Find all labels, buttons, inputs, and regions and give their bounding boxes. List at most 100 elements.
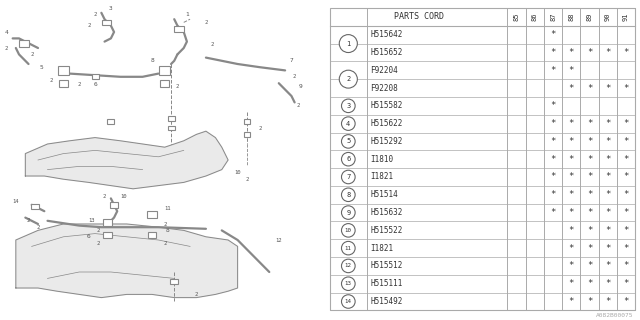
Text: 6: 6	[93, 82, 97, 87]
Circle shape	[342, 117, 355, 130]
Text: *: *	[587, 261, 592, 270]
Circle shape	[342, 152, 355, 166]
Text: 8: 8	[346, 192, 351, 198]
Text: 2: 2	[258, 125, 261, 131]
Text: *: *	[605, 84, 611, 92]
Text: 1: 1	[346, 41, 351, 47]
Bar	[19, 40, 29, 47]
Text: *: *	[623, 279, 628, 288]
Text: *: *	[587, 48, 592, 57]
Text: *: *	[623, 208, 628, 217]
Circle shape	[342, 99, 355, 113]
Text: *: *	[587, 137, 592, 146]
Text: *: *	[587, 279, 592, 288]
Text: 88: 88	[568, 13, 574, 21]
Text: *: *	[623, 137, 628, 146]
Text: *: *	[568, 48, 574, 57]
Text: *: *	[587, 84, 592, 92]
Text: H51514: H51514	[370, 190, 398, 199]
Circle shape	[342, 188, 355, 202]
Text: *: *	[605, 155, 611, 164]
Bar	[168, 125, 175, 131]
Text: *: *	[587, 155, 592, 164]
Text: 9: 9	[299, 84, 303, 89]
Text: *: *	[605, 208, 611, 217]
Polygon shape	[16, 224, 237, 298]
Text: 11: 11	[164, 205, 171, 211]
Text: 3: 3	[109, 5, 113, 11]
Text: H515582: H515582	[370, 101, 403, 110]
Text: *: *	[605, 279, 611, 288]
Bar	[147, 211, 157, 218]
Circle shape	[339, 35, 357, 52]
Bar	[92, 74, 99, 78]
Text: 10: 10	[345, 228, 352, 233]
Text: H515292: H515292	[370, 137, 403, 146]
Text: *: *	[623, 190, 628, 199]
Bar	[103, 232, 112, 238]
Text: 90: 90	[605, 13, 611, 21]
Text: *: *	[568, 172, 574, 181]
Text: 5: 5	[39, 65, 43, 70]
Text: H515632: H515632	[370, 208, 403, 217]
Text: 13: 13	[345, 281, 352, 286]
Text: *: *	[605, 226, 611, 235]
Text: *: *	[550, 30, 556, 39]
Text: 10: 10	[234, 170, 241, 175]
Text: *: *	[550, 119, 556, 128]
Text: *: *	[550, 208, 556, 217]
Bar	[108, 119, 115, 124]
Bar	[102, 20, 111, 25]
Text: 2: 2	[93, 12, 97, 17]
Text: 2: 2	[77, 82, 81, 87]
Text: 85: 85	[514, 13, 520, 21]
Text: H515111: H515111	[370, 279, 403, 288]
Circle shape	[342, 135, 355, 148]
Text: *: *	[605, 119, 611, 128]
Text: *: *	[568, 208, 574, 217]
Text: A082B00075: A082B00075	[596, 313, 634, 318]
Text: 2: 2	[163, 221, 166, 227]
Text: 14: 14	[345, 299, 352, 304]
Bar	[58, 66, 69, 75]
Bar	[244, 132, 250, 137]
Text: 2: 2	[211, 42, 214, 47]
Text: 2: 2	[176, 84, 179, 89]
Text: *: *	[568, 279, 574, 288]
Circle shape	[342, 259, 355, 273]
Text: *: *	[605, 48, 611, 57]
Text: *: *	[550, 101, 556, 110]
Bar	[110, 202, 118, 208]
Text: 2: 2	[163, 241, 166, 246]
Text: 2: 2	[293, 74, 296, 79]
Text: 2: 2	[296, 103, 300, 108]
Text: 6: 6	[346, 156, 351, 162]
Text: *: *	[623, 226, 628, 235]
Text: 89: 89	[586, 13, 593, 21]
Text: *: *	[623, 172, 628, 181]
Bar	[159, 66, 170, 75]
Text: 7: 7	[289, 58, 293, 63]
Circle shape	[342, 206, 355, 219]
Text: *: *	[550, 190, 556, 199]
Text: *: *	[587, 119, 592, 128]
Bar	[168, 116, 175, 121]
Circle shape	[342, 277, 355, 291]
Text: *: *	[587, 208, 592, 217]
Text: *: *	[623, 84, 628, 92]
Bar	[174, 26, 184, 32]
Bar	[170, 279, 178, 284]
Text: 87: 87	[550, 13, 556, 21]
Text: H515642: H515642	[370, 30, 403, 39]
Text: H515622: H515622	[370, 119, 403, 128]
Text: 2: 2	[246, 177, 249, 182]
Text: *: *	[550, 172, 556, 181]
Circle shape	[342, 170, 355, 184]
Text: 8: 8	[166, 228, 170, 233]
Text: F92204: F92204	[370, 66, 398, 75]
Text: *: *	[568, 66, 574, 75]
Text: *: *	[587, 244, 592, 253]
Text: *: *	[550, 137, 556, 146]
Text: 86: 86	[532, 13, 538, 21]
Circle shape	[342, 241, 355, 255]
